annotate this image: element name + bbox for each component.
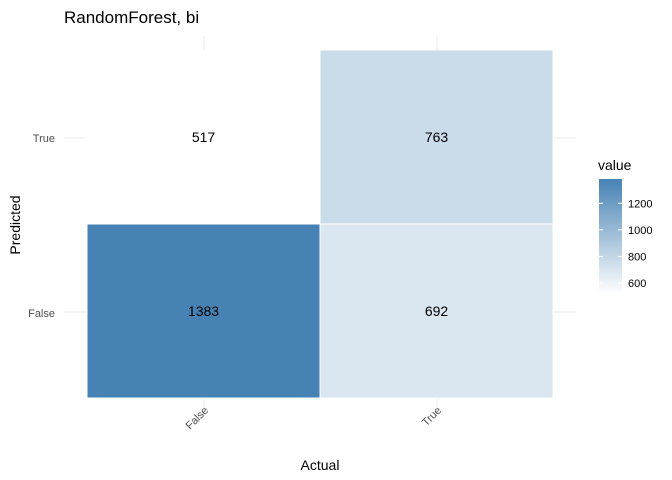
heatmap-cell-actual-false-predicted-false — [86, 223, 321, 399]
heatmap-tiles — [86, 49, 554, 399]
cell-labels: 1383 692 517 763 — [188, 129, 448, 319]
legend-colorbar — [599, 179, 622, 294]
x-tick-label-false: False — [184, 405, 212, 433]
heatmap-cell-actual-true-predicted-false — [319, 223, 554, 399]
x-axis-label: Actual — [301, 457, 340, 473]
y-tick-label-true: True — [33, 133, 55, 145]
y-tick-label-false: False — [28, 308, 55, 320]
heatmap-cell-actual-true-predicted-true — [319, 49, 554, 225]
cell-value-actual-true-predicted-false: 692 — [425, 303, 449, 319]
cell-value-actual-true-predicted-true: 763 — [425, 129, 449, 145]
y-axis-label: Predicted — [7, 195, 23, 254]
legend-tick-label-600: 600 — [628, 278, 646, 290]
legend-ticks: 600 800 1000 1200 — [599, 198, 652, 290]
legend-title: value — [598, 157, 632, 173]
cell-value-actual-false-predicted-true: 517 — [192, 129, 216, 145]
heatmap-cell-actual-false-predicted-true — [86, 49, 321, 225]
legend-tick-label-1000: 1000 — [628, 225, 652, 237]
legend-tick-label-1200: 1200 — [628, 198, 652, 210]
chart-title: RandomForest, bi — [64, 8, 199, 27]
cell-value-actual-false-predicted-false: 1383 — [188, 303, 219, 319]
x-tick-label-true: True — [420, 405, 444, 429]
legend-tick-label-800: 800 — [628, 251, 646, 263]
legend: value 600 800 1000 1200 — [598, 157, 652, 294]
